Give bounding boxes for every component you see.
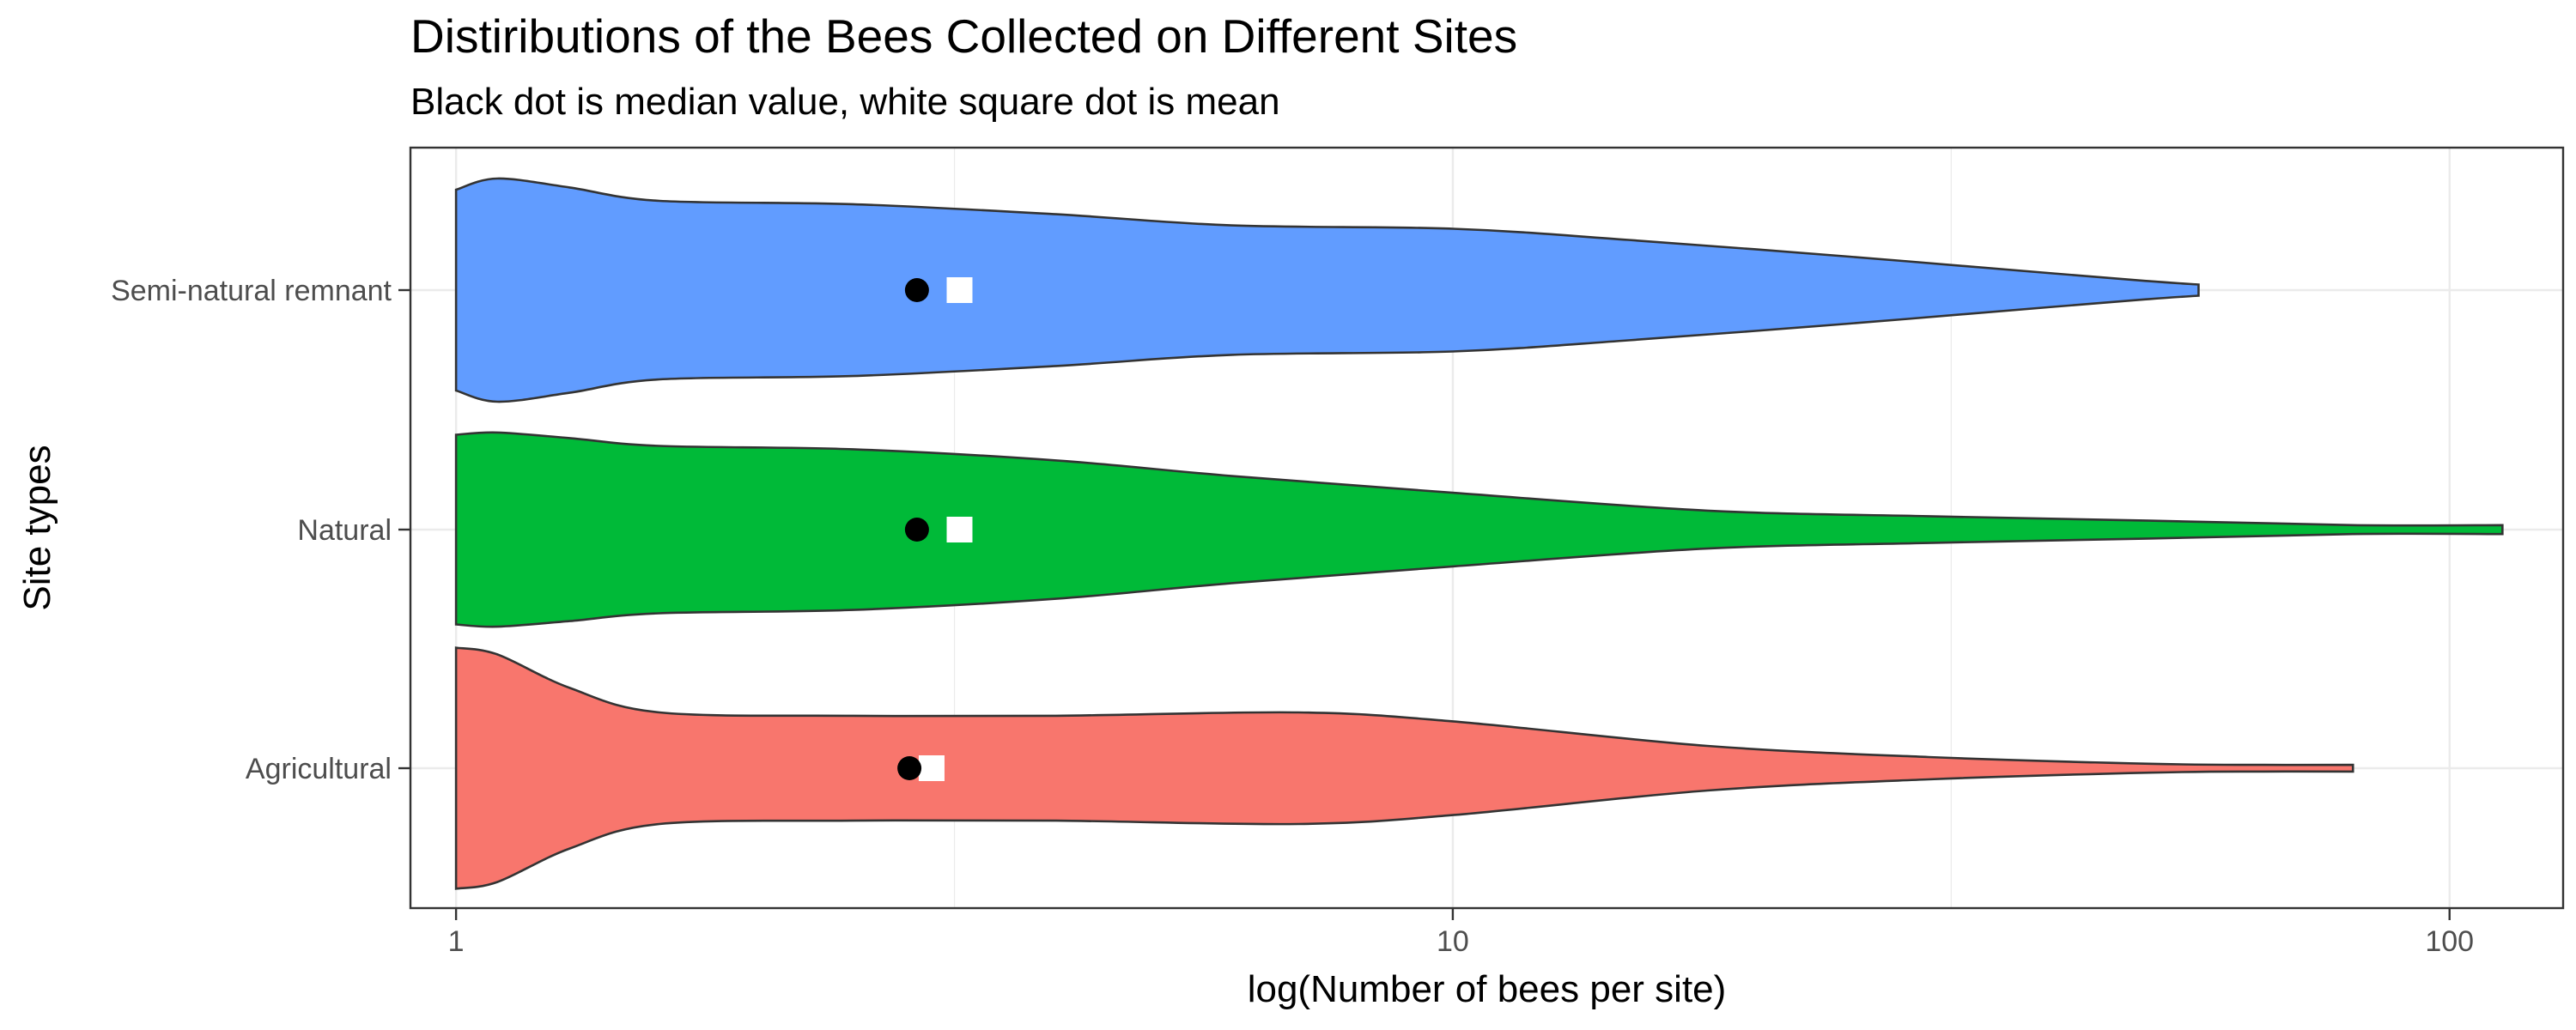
x-tick-label: 100	[2425, 925, 2474, 958]
chart-title: Distiributions of the Bees Collected on …	[410, 9, 1518, 63]
x-axis-title: log(Number of bees per site)	[1248, 968, 1727, 1010]
violin-semi-natural-remnant	[454, 177, 2200, 403]
mean-marker	[946, 277, 973, 303]
markers	[897, 277, 973, 781]
violin-agricultural	[454, 646, 2354, 890]
y-tick-label: Agricultural	[246, 753, 392, 785]
y-tick-label: Natural	[297, 514, 392, 547]
chart-subtitle: Black dot is median value, white square …	[410, 81, 1280, 123]
violins	[454, 177, 2504, 890]
median-marker	[904, 518, 929, 542]
median-marker	[897, 756, 922, 780]
x-tick-label: 1	[448, 925, 465, 958]
y-axis-title: Site types	[16, 445, 58, 610]
mean-marker	[946, 517, 973, 542]
x-tick-label: 10	[1437, 925, 1469, 958]
violin-natural	[454, 431, 2504, 628]
axes: Semi-natural remnant Natural Agricultural 1…	[111, 275, 2474, 958]
mean-marker	[918, 755, 945, 781]
plot-panel-border	[409, 146, 2565, 910]
median-marker	[904, 278, 929, 302]
y-tick-label: Semi-natural remnant	[111, 275, 392, 307]
